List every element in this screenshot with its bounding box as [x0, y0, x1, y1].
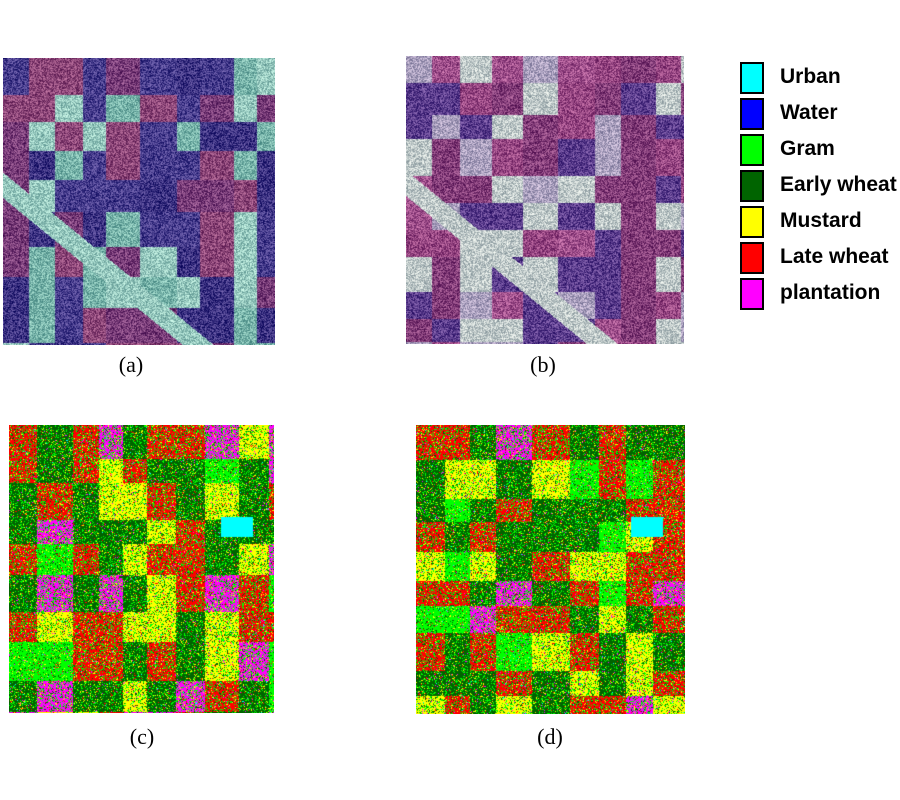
legend-label: Late wheat [780, 245, 889, 268]
classification-map-d [416, 425, 685, 714]
legend-label: Urban [780, 65, 841, 88]
legend-label: Gram [780, 137, 835, 160]
caption-b: (b) [530, 352, 556, 377]
legend-label: plantation [780, 281, 881, 304]
legend-swatch [740, 278, 764, 310]
legend-swatch [740, 170, 764, 202]
caption-a: (a) [118, 352, 144, 377]
legend-swatch [740, 206, 764, 238]
legend-label: Mustard [780, 209, 862, 232]
legend-swatch [740, 134, 764, 166]
legend-swatch [740, 98, 764, 130]
legend-label: Early wheat [780, 173, 897, 196]
caption-d: (d) [537, 724, 563, 749]
legend-label: Water [780, 101, 838, 124]
sar-image-b [406, 56, 684, 344]
legend-swatch [740, 62, 764, 94]
legend-swatch [740, 242, 764, 274]
sar-image-a [3, 58, 275, 345]
classification-map-c [9, 425, 274, 713]
caption-c: (c) [129, 724, 155, 749]
